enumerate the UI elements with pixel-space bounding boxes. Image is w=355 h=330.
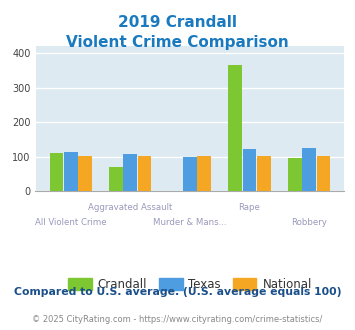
Text: All Violent Crime: All Violent Crime: [35, 217, 106, 226]
Bar: [197, 156, 211, 191]
Bar: [243, 149, 256, 191]
Bar: [257, 156, 271, 191]
Bar: [64, 152, 77, 191]
Text: © 2025 CityRating.com - https://www.cityrating.com/crime-statistics/: © 2025 CityRating.com - https://www.city…: [32, 314, 323, 324]
Text: Aggravated Assault: Aggravated Assault: [88, 203, 173, 212]
Text: Rape: Rape: [239, 203, 261, 212]
Bar: [288, 158, 302, 191]
Text: Murder & Mans...: Murder & Mans...: [153, 217, 227, 226]
Bar: [124, 154, 137, 191]
Bar: [109, 167, 123, 191]
Legend: Crandall, Texas, National: Crandall, Texas, National: [64, 273, 316, 295]
Bar: [50, 153, 63, 191]
Text: Robbery: Robbery: [291, 217, 327, 226]
Text: Violent Crime Comparison: Violent Crime Comparison: [66, 35, 289, 50]
Bar: [228, 65, 242, 191]
Text: 2019 Crandall: 2019 Crandall: [118, 15, 237, 30]
Bar: [138, 156, 152, 191]
Bar: [302, 148, 316, 191]
Bar: [78, 156, 92, 191]
Bar: [317, 156, 330, 191]
Bar: [183, 157, 197, 191]
Text: Compared to U.S. average. (U.S. average equals 100): Compared to U.S. average. (U.S. average …: [14, 287, 341, 297]
